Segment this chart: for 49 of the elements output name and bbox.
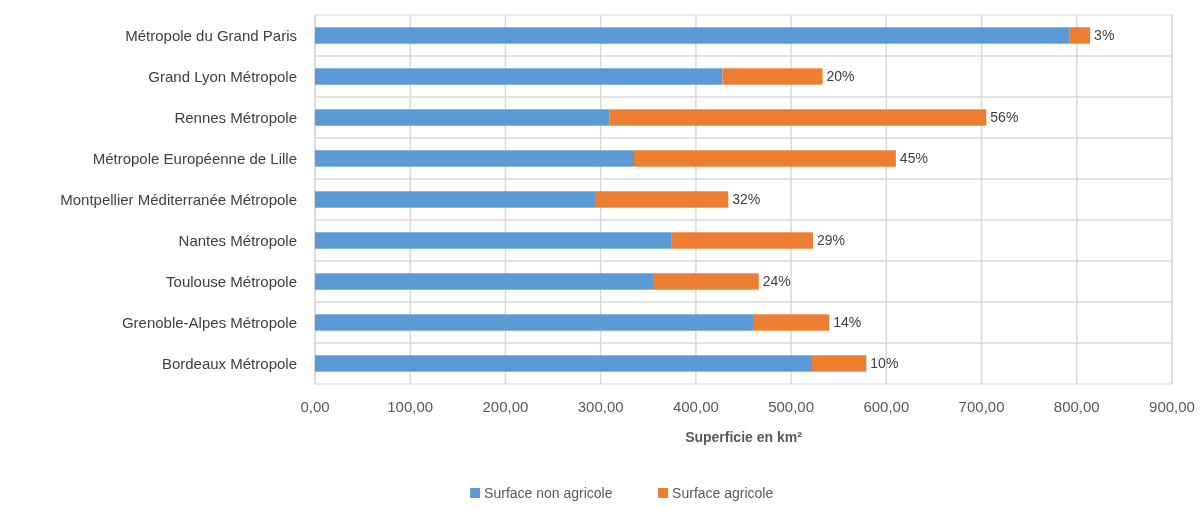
- annotation: 14%: [833, 314, 862, 331]
- bar: [595, 191, 729, 208]
- y-tick-label: Toulouse Métropole: [166, 272, 297, 290]
- y-tick-label: Métropole du Grand Paris: [125, 26, 297, 44]
- annotation: 24%: [762, 273, 791, 290]
- bar: [671, 232, 814, 249]
- legend-label: Surface non agricole: [484, 485, 613, 501]
- bar: [653, 273, 759, 290]
- annotation: 45%: [899, 150, 928, 167]
- legend-label: Surface agricole: [672, 485, 774, 501]
- annotation: 32%: [732, 191, 761, 208]
- x-tick-label: 900,00: [1149, 398, 1195, 415]
- y-tick-label: Montpellier Méditerranée Métropole: [60, 190, 297, 208]
- x-tick-label: 700,00: [958, 398, 1005, 415]
- bar: [812, 355, 867, 372]
- bar: [633, 150, 896, 167]
- x-tick-label: 200,00: [482, 398, 529, 415]
- annotation: 29%: [817, 232, 846, 249]
- annotation: 56%: [990, 109, 1019, 126]
- bar: [315, 355, 813, 372]
- bar: [315, 68, 723, 85]
- x-tick-label: 300,00: [577, 398, 624, 415]
- x-tick-label: 800,00: [1053, 398, 1100, 415]
- x-tick-label: 100,00: [387, 398, 434, 415]
- bar: [315, 109, 610, 126]
- bar: [315, 314, 754, 331]
- bar: [609, 109, 987, 126]
- bar: [315, 232, 672, 249]
- bar: [1069, 27, 1091, 44]
- bar: [753, 314, 830, 331]
- bar: [315, 191, 596, 208]
- y-tick-label: Rennes Métropole: [174, 108, 297, 126]
- annotation: 20%: [826, 68, 855, 85]
- x-tick-label: 500,00: [768, 398, 815, 415]
- annotation: 10%: [870, 355, 899, 372]
- y-tick-label: Grand Lyon Métropole: [148, 67, 297, 85]
- y-tick-label: Grenoble-Alpes Métropole: [121, 313, 297, 331]
- y-tick-label: Bordeaux Métropole: [161, 354, 297, 372]
- bar: [315, 273, 654, 290]
- y-tick-label: Métropole Européenne de Lille: [92, 149, 297, 167]
- bar: [315, 150, 634, 167]
- bar: [315, 27, 1070, 44]
- y-tick-label: Nantes Métropole: [178, 231, 297, 249]
- annotation: 3%: [1094, 27, 1115, 44]
- x-tick-label: 600,00: [863, 398, 910, 415]
- x-tick-label: 400,00: [672, 398, 719, 415]
- x-tick-label: 0,00: [300, 398, 330, 415]
- bar: [722, 68, 823, 85]
- x-axis-title: Superficie en km²: [685, 429, 803, 445]
